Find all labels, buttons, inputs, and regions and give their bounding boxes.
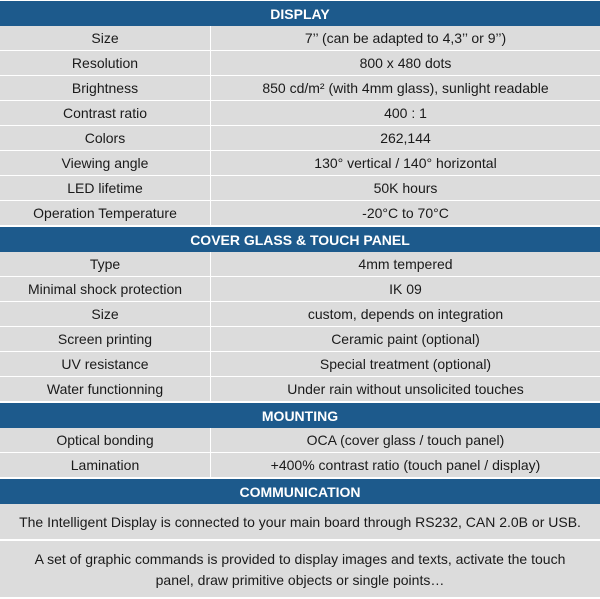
spec-label: Minimal shock protection — [0, 277, 211, 301]
table-row: Viewing angle 130° vertical / 140° horizo… — [0, 151, 600, 176]
spec-label: Water functionning — [0, 377, 211, 401]
spec-value: 7’’ (can be adapted to 4,3’’ or 9’’) — [211, 26, 600, 50]
table-row: Size custom, depends on integration — [0, 302, 600, 327]
table-row: Screen printing Ceramic paint (optional) — [0, 327, 600, 352]
table-row: Lamination +400% contrast ratio (touch pa… — [0, 453, 600, 478]
spec-value: Special treatment (optional) — [211, 352, 600, 376]
table-row: UV resistance Special treatment (optional… — [0, 352, 600, 377]
spec-label: Size — [0, 302, 211, 326]
table-row: Water functionning Under rain without uns… — [0, 377, 600, 402]
communication-paragraph: A set of graphic commands is provided to… — [0, 541, 600, 599]
table-row: Colors 262,144 — [0, 126, 600, 151]
table-row: Resolution 800 x 480 dots — [0, 51, 600, 76]
spec-value: 262,144 — [211, 126, 600, 150]
section-header-display: DISPLAY — [0, 0, 600, 26]
spec-label: Lamination — [0, 453, 211, 477]
spec-label: Optical bonding — [0, 428, 211, 452]
spec-label: Resolution — [0, 51, 211, 75]
spec-value: 50K hours — [211, 176, 600, 200]
table-row: Size 7’’ (can be adapted to 4,3’’ or 9’’) — [0, 26, 600, 51]
spec-value: IK 09 — [211, 277, 600, 301]
spec-label: Size — [0, 26, 211, 50]
table-row: LED lifetime 50K hours — [0, 176, 600, 201]
table-row: Optical bonding OCA (cover glass / touch … — [0, 428, 600, 453]
spec-label: UV resistance — [0, 352, 211, 376]
table-row: Brightness 850 cd/m² (with 4mm glass), su… — [0, 76, 600, 101]
spec-label: LED lifetime — [0, 176, 211, 200]
table-row: Contrast ratio 400 : 1 — [0, 101, 600, 126]
spec-value: +400% contrast ratio (touch panel / disp… — [211, 453, 600, 477]
section-header-communication: COMMUNICATION — [0, 478, 600, 504]
communication-paragraph: The Intelligent Display is connected to … — [0, 504, 600, 541]
table-row: Type 4mm tempered — [0, 252, 600, 277]
spec-value: Under rain without unsolicited touches — [211, 377, 600, 401]
table-row: Minimal shock protection IK 09 — [0, 277, 600, 302]
table-row: Operation Temperature -20°C to 70°C — [0, 201, 600, 226]
section-header-cover-glass: COVER GLASS & TOUCH PANEL — [0, 226, 600, 252]
spec-value: 130° vertical / 140° horizontal — [211, 151, 600, 175]
spec-label: Colors — [0, 126, 211, 150]
spec-value: 850 cd/m² (with 4mm glass), sunlight rea… — [211, 76, 600, 100]
spec-value: 400 : 1 — [211, 101, 600, 125]
spec-value: custom, depends on integration — [211, 302, 600, 326]
spec-value: Ceramic paint (optional) — [211, 327, 600, 351]
spec-label: Screen printing — [0, 327, 211, 351]
spec-value: 4mm tempered — [211, 252, 600, 276]
spec-value: -20°C to 70°C — [211, 201, 600, 225]
spec-label: Brightness — [0, 76, 211, 100]
section-header-mounting: MOUNTING — [0, 402, 600, 428]
spec-value: 800 x 480 dots — [211, 51, 600, 75]
spec-label: Type — [0, 252, 211, 276]
spec-label: Contrast ratio — [0, 101, 211, 125]
spec-label: Operation Temperature — [0, 201, 211, 225]
spec-value: OCA (cover glass / touch panel) — [211, 428, 600, 452]
spec-label: Viewing angle — [0, 151, 211, 175]
